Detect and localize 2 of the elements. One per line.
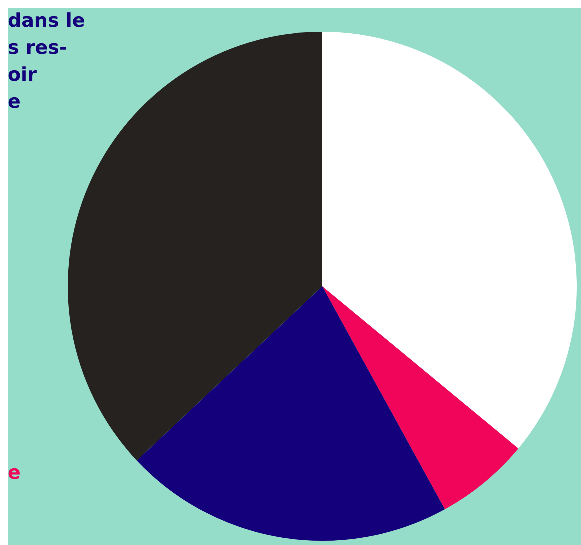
text: dans le s res- oir e [8, 9, 86, 115]
text: e [8, 461, 21, 486]
